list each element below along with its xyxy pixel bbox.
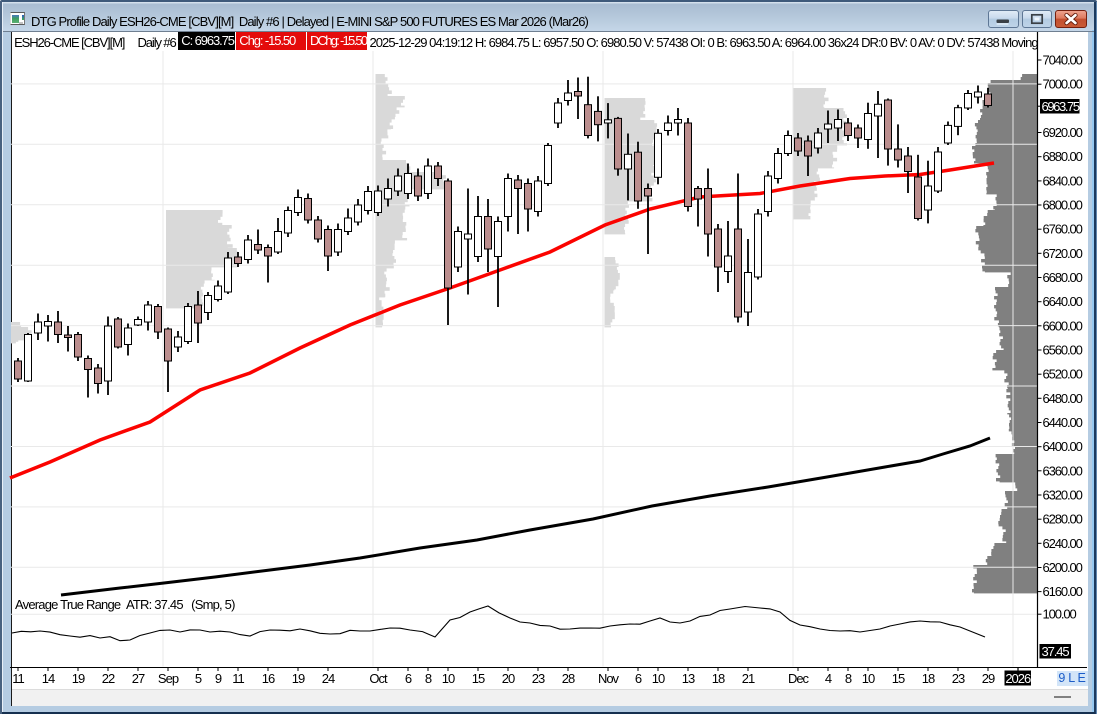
svg-text:11: 11: [232, 671, 244, 686]
svg-text:13: 13: [682, 671, 695, 686]
svg-text:Average True Range ATR: 37.45: Average True Range ATR: 37.45 (Smp, 5): [15, 597, 235, 612]
svg-text:6240.00: 6240.00: [1043, 536, 1083, 551]
svg-text:37.45: 37.45: [1042, 644, 1070, 659]
svg-text:27: 27: [132, 671, 145, 686]
svg-text:23: 23: [532, 671, 545, 686]
svg-text:6600.00: 6600.00: [1043, 318, 1083, 333]
svg-text:6920.00: 6920.00: [1043, 125, 1083, 140]
svg-text:16: 16: [262, 671, 275, 686]
svg-text:18: 18: [712, 671, 725, 686]
svg-text:6760.00: 6760.00: [1043, 222, 1083, 237]
svg-text:21: 21: [742, 671, 755, 686]
svg-text:6880.00: 6880.00: [1043, 149, 1083, 164]
svg-text:Nov: Nov: [598, 671, 620, 686]
svg-text:9: 9: [215, 671, 222, 686]
svg-text:6560.00: 6560.00: [1043, 343, 1083, 358]
svg-text:6: 6: [635, 671, 642, 686]
svg-text:6160.00: 6160.00: [1043, 584, 1083, 599]
svg-text:29: 29: [982, 671, 995, 686]
svg-text:6720.00: 6720.00: [1043, 246, 1083, 261]
svg-text:15: 15: [892, 671, 905, 686]
svg-text:6800.00: 6800.00: [1043, 198, 1083, 213]
svg-text:6480.00: 6480.00: [1043, 391, 1083, 406]
svg-text:100.00: 100.00: [1043, 607, 1077, 622]
svg-text:6: 6: [405, 671, 412, 686]
svg-text:6320.00: 6320.00: [1043, 488, 1083, 503]
svg-text:6400.00: 6400.00: [1043, 439, 1083, 454]
svg-text:10: 10: [652, 671, 665, 686]
svg-text:11: 11: [12, 671, 24, 686]
svg-text:23: 23: [952, 671, 965, 686]
svg-text:14: 14: [42, 671, 55, 686]
svg-text:6840.00: 6840.00: [1043, 173, 1083, 188]
svg-text:10: 10: [862, 671, 875, 686]
svg-text:Oct: Oct: [369, 671, 388, 686]
svg-text:6280.00: 6280.00: [1043, 512, 1083, 527]
svg-text:6360.00: 6360.00: [1043, 463, 1083, 478]
svg-text:8: 8: [425, 671, 432, 686]
svg-text:10: 10: [442, 671, 455, 686]
svg-text:6640.00: 6640.00: [1043, 294, 1083, 309]
svg-text:6200.00: 6200.00: [1043, 560, 1083, 575]
svg-text:6680.00: 6680.00: [1043, 270, 1083, 285]
svg-text:Sep: Sep: [158, 671, 179, 686]
svg-text:5: 5: [195, 671, 202, 686]
svg-text:4: 4: [825, 671, 832, 686]
svg-text:19: 19: [72, 671, 85, 686]
svg-text:8: 8: [845, 671, 852, 686]
svg-text:7040.00: 7040.00: [1043, 53, 1083, 68]
svg-text:28: 28: [562, 671, 575, 686]
svg-text:22: 22: [102, 671, 115, 686]
svg-text:6440.00: 6440.00: [1043, 415, 1083, 430]
svg-text:20: 20: [502, 671, 515, 686]
svg-text:2026: 2026: [1005, 671, 1031, 686]
svg-text:7000.00: 7000.00: [1043, 77, 1083, 92]
svg-text:6963.75: 6963.75: [1042, 99, 1080, 114]
svg-text:15: 15: [472, 671, 485, 686]
svg-text:Dec: Dec: [788, 671, 810, 686]
svg-text:6520.00: 6520.00: [1043, 367, 1083, 382]
svg-text:24: 24: [322, 671, 335, 686]
svg-text:19: 19: [292, 671, 305, 686]
svg-text:18: 18: [922, 671, 935, 686]
